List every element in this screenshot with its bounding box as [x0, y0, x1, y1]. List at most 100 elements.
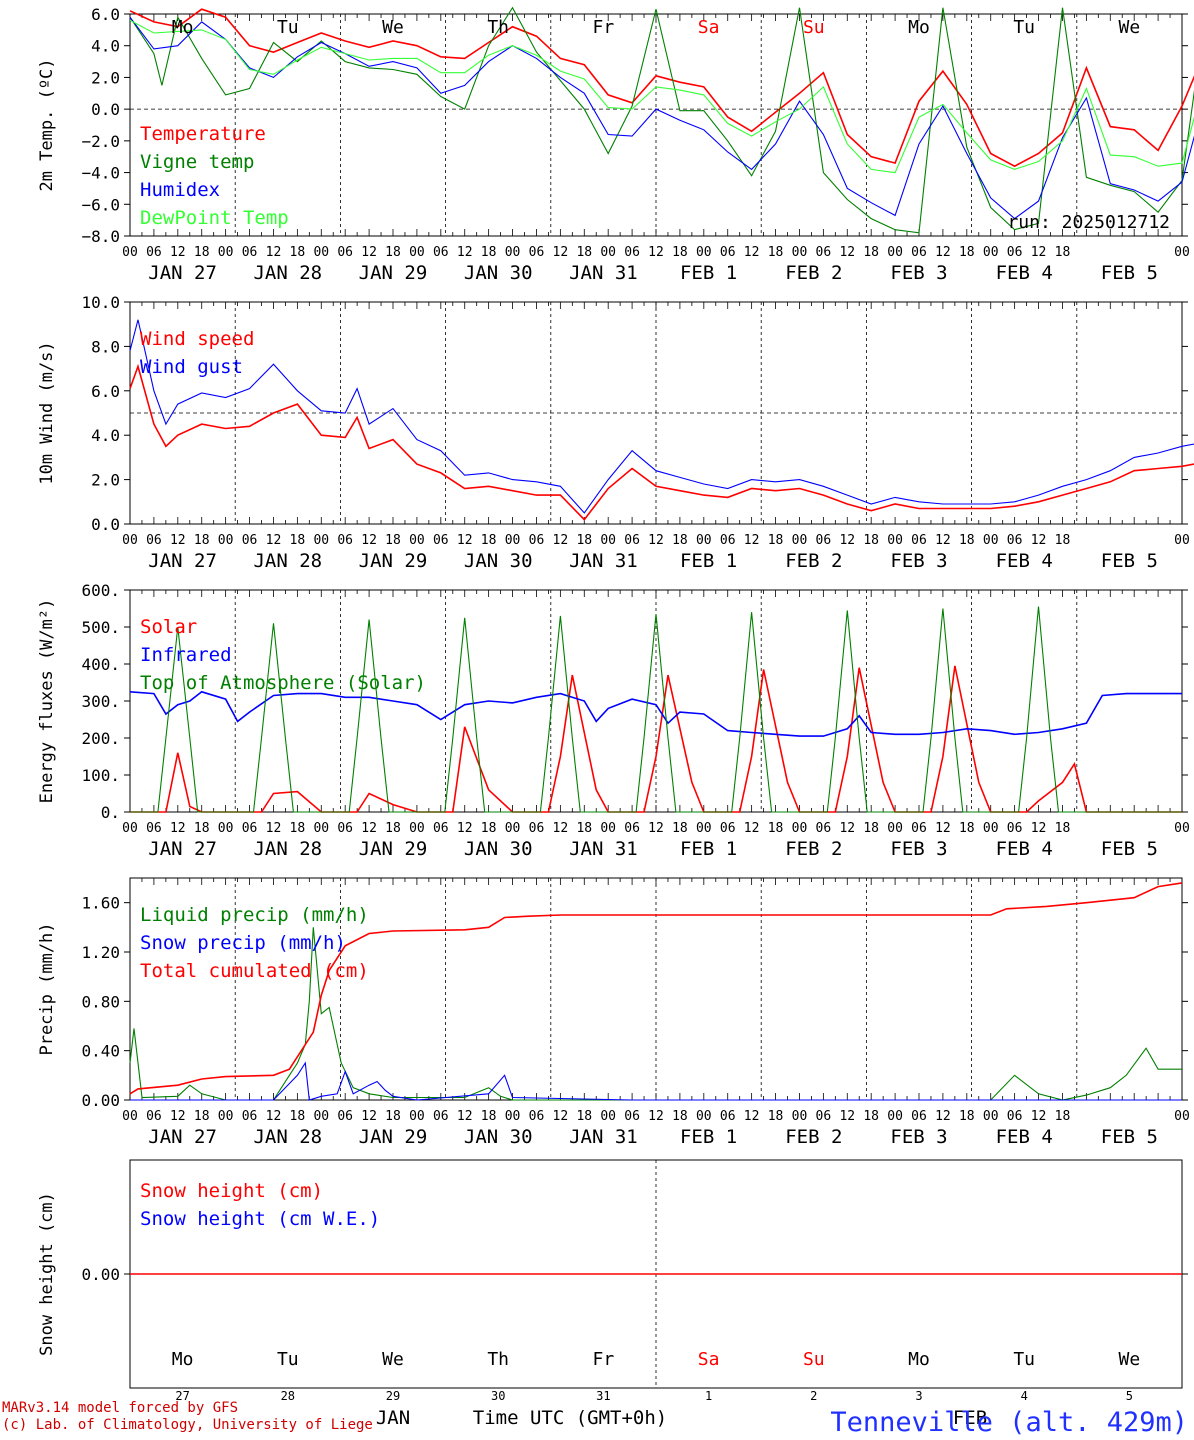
date-label: JAN 31 — [569, 550, 638, 572]
hour-tick-label: 00 — [218, 821, 234, 836]
hour-tick-label: 06 — [529, 245, 545, 260]
hour-tick-label: 00 — [983, 821, 999, 836]
hour-tick-label: 18 — [863, 533, 879, 548]
hour-tick-label: 00 — [122, 1109, 138, 1124]
footer-lab-credit: (c) Lab. of Climatology, University of L… — [2, 1417, 373, 1433]
hour-tick-label: 06 — [529, 821, 545, 836]
hour-tick-label: 00 — [218, 245, 234, 260]
date-label: JAN 31 — [569, 838, 638, 860]
hour-tick-label: 18 — [959, 821, 975, 836]
y-tick-label: 0.80 — [81, 992, 120, 1011]
weekday-label: Sa — [698, 1349, 720, 1370]
hour-tick-label: 00 — [983, 533, 999, 548]
legend-entry: Infrared — [140, 644, 232, 666]
hour-tick-label: 18 — [768, 533, 784, 548]
y-tick-label: 400. — [81, 655, 120, 674]
hour-tick-label: 18 — [290, 821, 306, 836]
hour-tick-label: 18 — [576, 1109, 592, 1124]
hour-tick-label: 06 — [720, 1109, 736, 1124]
hour-tick-label: 18 — [959, 245, 975, 260]
hour-tick-label: 12 — [839, 245, 855, 260]
hour-tick-label: 18 — [290, 533, 306, 548]
hour-tick-label: 00 — [887, 533, 903, 548]
hour-tick-label: 06 — [242, 821, 258, 836]
hour-tick-label: 18 — [385, 821, 401, 836]
hour-tick-label: 00 — [1174, 1109, 1190, 1124]
weekday-label: Sa — [698, 17, 720, 38]
date-label: JAN 28 — [253, 1126, 322, 1148]
hour-tick-label: 12 — [744, 821, 760, 836]
hour-tick-label: 12 — [170, 245, 186, 260]
hour-tick-label: 06 — [337, 245, 353, 260]
date-label: FEB 4 — [996, 550, 1053, 572]
hour-tick-label: 06 — [433, 1109, 449, 1124]
weekday-label: Su — [803, 1349, 825, 1370]
y-tick-label: 300. — [81, 692, 120, 711]
hour-tick-label: 18 — [194, 533, 210, 548]
y-tick-label: −6.0 — [81, 195, 120, 214]
hour-tick-label: 12 — [935, 533, 951, 548]
legend-entry: Total cumulated (cm) — [140, 960, 369, 982]
hour-tick-label: 12 — [935, 245, 951, 260]
station-name: Tenneville (alt. 429m) — [830, 1407, 1188, 1438]
date-label: FEB 1 — [680, 838, 737, 860]
hour-tick-label: 18 — [863, 245, 879, 260]
weekday-label: Th — [487, 1349, 509, 1370]
weekday-label: Fr — [593, 1349, 615, 1370]
hour-tick-label: 12 — [457, 245, 473, 260]
hour-tick-label: 00 — [792, 821, 808, 836]
weekday-label: Tu — [277, 17, 299, 38]
hour-tick-label: 00 — [792, 533, 808, 548]
series-line — [130, 1061, 1182, 1101]
y-tick-label: 6.0 — [91, 382, 120, 401]
hour-tick-label: 12 — [839, 821, 855, 836]
date-label: JAN 29 — [359, 262, 428, 284]
hour-tick-label: 00 — [409, 245, 425, 260]
weekday-label: Mo — [172, 1349, 194, 1370]
date-label: FEB 4 — [996, 1126, 1053, 1148]
date-label: JAN 29 — [359, 1126, 428, 1148]
hour-tick-label: 18 — [1055, 821, 1071, 836]
date-label: JAN 27 — [148, 838, 217, 860]
hour-tick-label: 12 — [1031, 245, 1047, 260]
date-label: JAN 28 — [253, 262, 322, 284]
y-tick-label: 2.0 — [91, 471, 120, 490]
month-label: FEB — [953, 1407, 987, 1429]
hour-tick-label: 06 — [1007, 245, 1023, 260]
hour-tick-label: 12 — [361, 821, 377, 836]
series-line — [129, 8, 1194, 168]
y-axis-label: Precip (mm/h) — [37, 922, 57, 1055]
hour-tick-label: 06 — [911, 821, 927, 836]
hour-tick-label: 12 — [648, 245, 664, 260]
hour-tick-label: 00 — [600, 245, 616, 260]
hour-tick-label: 00 — [409, 821, 425, 836]
date-label: JAN 28 — [253, 550, 322, 572]
hour-tick-label: 00 — [600, 533, 616, 548]
hour-tick-label: 06 — [433, 533, 449, 548]
hour-tick-label: 00 — [505, 1109, 521, 1124]
date-label: FEB 3 — [890, 550, 947, 572]
hour-tick-label: 06 — [433, 821, 449, 836]
date-label: FEB 3 — [890, 1126, 947, 1148]
hour-tick-label: 00 — [1174, 245, 1190, 260]
date-label: JAN 30 — [464, 838, 533, 860]
hour-tick-label: 18 — [194, 821, 210, 836]
legend-entry: Humidex — [140, 179, 220, 201]
hour-tick-label: 06 — [624, 1109, 640, 1124]
hour-tick-label: 00 — [1174, 533, 1190, 548]
hour-tick-label: 18 — [576, 533, 592, 548]
date-label: FEB 1 — [680, 550, 737, 572]
hour-tick-label: 00 — [696, 1109, 712, 1124]
hour-tick-label: 00 — [983, 245, 999, 260]
date-label: FEB 2 — [785, 1126, 842, 1148]
date-label: JAN 29 — [359, 550, 428, 572]
hour-tick-label: 18 — [672, 821, 688, 836]
hour-tick-label: 18 — [481, 821, 497, 836]
hour-tick-label: 06 — [816, 821, 832, 836]
hour-tick-label: 12 — [935, 821, 951, 836]
hour-tick-label: 18 — [576, 245, 592, 260]
y-tick-label: 1.60 — [81, 894, 120, 913]
hour-tick-label: 12 — [1031, 533, 1047, 548]
hour-tick-label: 18 — [385, 533, 401, 548]
series-line — [129, 19, 1194, 174]
